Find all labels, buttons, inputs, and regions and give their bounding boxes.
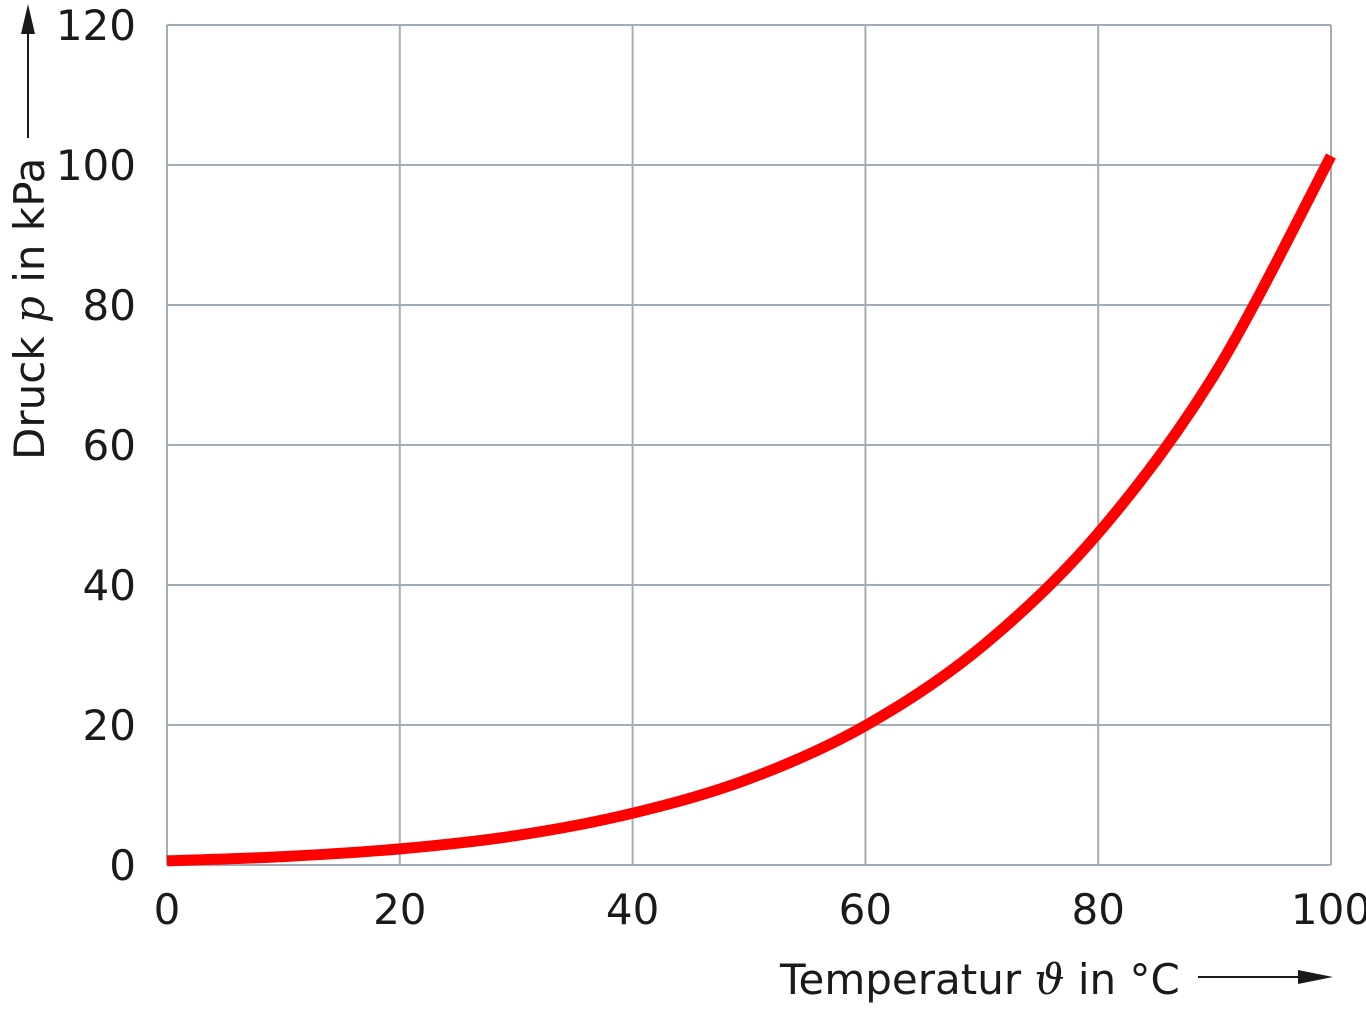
series-line-0 [166,153,1336,867]
y-tick-label-80: 80 [83,281,136,330]
x-tick-label-0: 0 [154,885,181,934]
tick-labels: 0 20 40 60 80 100 0 20 40 60 80 100 120 [56,1,1366,934]
x-tick-label-40: 40 [606,885,659,934]
series-layer [166,153,1336,867]
y-tick-label-120: 120 [56,1,136,50]
grid [166,24,1332,866]
y-tick-label-100: 100 [56,141,136,190]
x-tick-label-80: 80 [1071,885,1124,934]
x-axis-label: Temperatur ϑ in °C [779,955,1180,1004]
y-tick-label-0: 0 [109,841,136,890]
y-axis-label: Druck p in kPa [5,158,54,460]
x-tick-label-100: 100 [1291,885,1366,934]
y-axis-arrow-head [21,4,35,34]
y-tick-label-40: 40 [83,561,136,610]
y-tick-label-60: 60 [83,421,136,470]
x-tick-label-20: 20 [373,885,426,934]
x-tick-label-60: 60 [839,885,892,934]
y-tick-label-20: 20 [83,701,136,750]
x-axis-arrow-head [1298,970,1333,984]
